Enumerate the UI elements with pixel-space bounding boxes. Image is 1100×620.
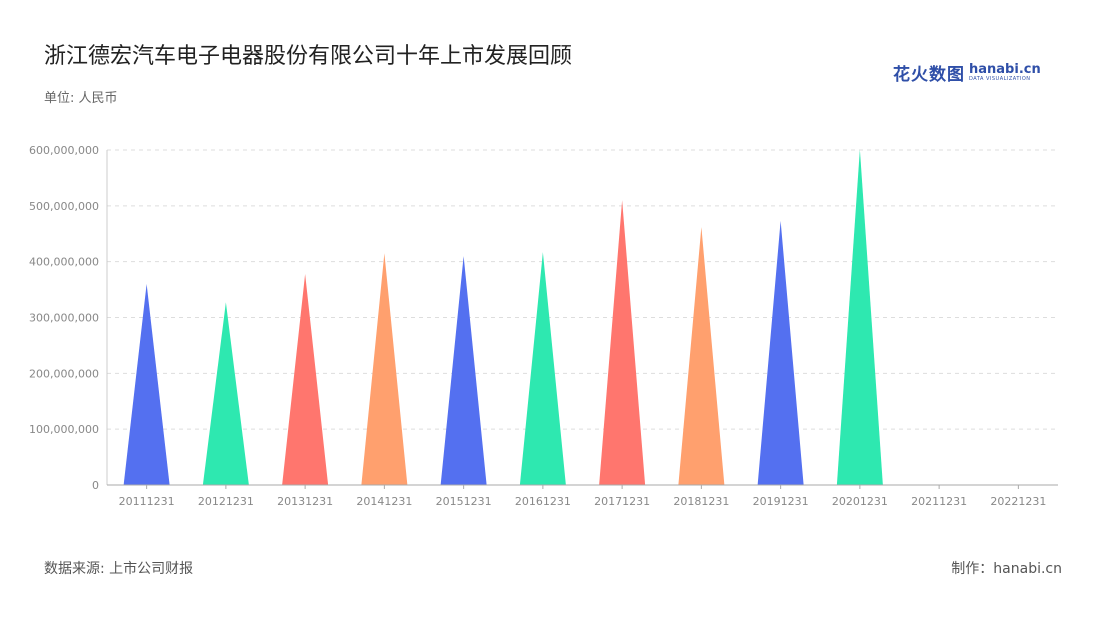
y-tick-label: 600,000,000 [29,144,99,157]
bar-20131231 [282,273,329,485]
y-tick-label: 300,000,000 [29,312,99,325]
x-tick-label: 20181231 [673,495,729,508]
x-tick-label: 20131231 [277,495,333,508]
bar-20181231 [678,227,725,486]
data-source: 数据来源: 上市公司财报 [44,561,194,577]
bar-20151231 [440,256,487,485]
x-tick-label: 20221231 [990,495,1046,508]
bar-20201231 [836,149,883,486]
x-tick-label: 20141231 [356,495,412,508]
bar-20191231 [757,220,804,486]
y-axis: 0 100,000,000 200,000,000 300,000,000 400,00… [29,144,108,492]
bar-20111231 [123,284,170,485]
y-tick-label: 100,000,000 [29,423,99,436]
bar-20171231 [599,200,646,485]
grid-lines [107,149,1058,430]
y-tick-label: 200,000,000 [29,367,99,380]
y-tick-label: 500,000,000 [29,200,99,213]
bar-20121231 [202,302,249,485]
x-tick-label: 20171231 [594,495,650,508]
chart-title: 浙江德宏汽车电子电器股份有限公司十年上市发展回顾 [44,44,573,69]
credit-label: 制作：hanabi.cn [951,561,1062,577]
brand-logo: 花火数图 hanabi.cn DATA VISUALIZATION [893,60,1041,85]
x-tick-label: 20151231 [436,495,492,508]
bar-20161231 [519,252,566,485]
logo-subtitle: DATA VISUALIZATION [969,76,1031,82]
bar-20141231 [361,253,408,485]
y-tick-label: 0 [92,479,99,492]
unit-label: 单位: 人民币 [44,91,118,106]
bar-series [123,149,883,486]
x-tick-label: 20211231 [911,495,967,508]
logo-domain: hanabi.cn [969,62,1041,77]
x-tick-label: 20111231 [119,495,175,508]
x-tick-label: 20161231 [515,495,571,508]
x-tick-label: 20191231 [753,495,809,508]
x-axis: 20111231 20121231 20131231 20141231 20151231… [107,484,1058,508]
x-tick-label: 20201231 [832,495,888,508]
x-tick-label: 20121231 [198,495,254,508]
logo-text-en: hanabi.cn DATA VISUALIZATION [969,63,1041,82]
y-tick-label: 400,000,000 [29,256,99,269]
logo-text-cn: 花火数图 [893,65,965,85]
